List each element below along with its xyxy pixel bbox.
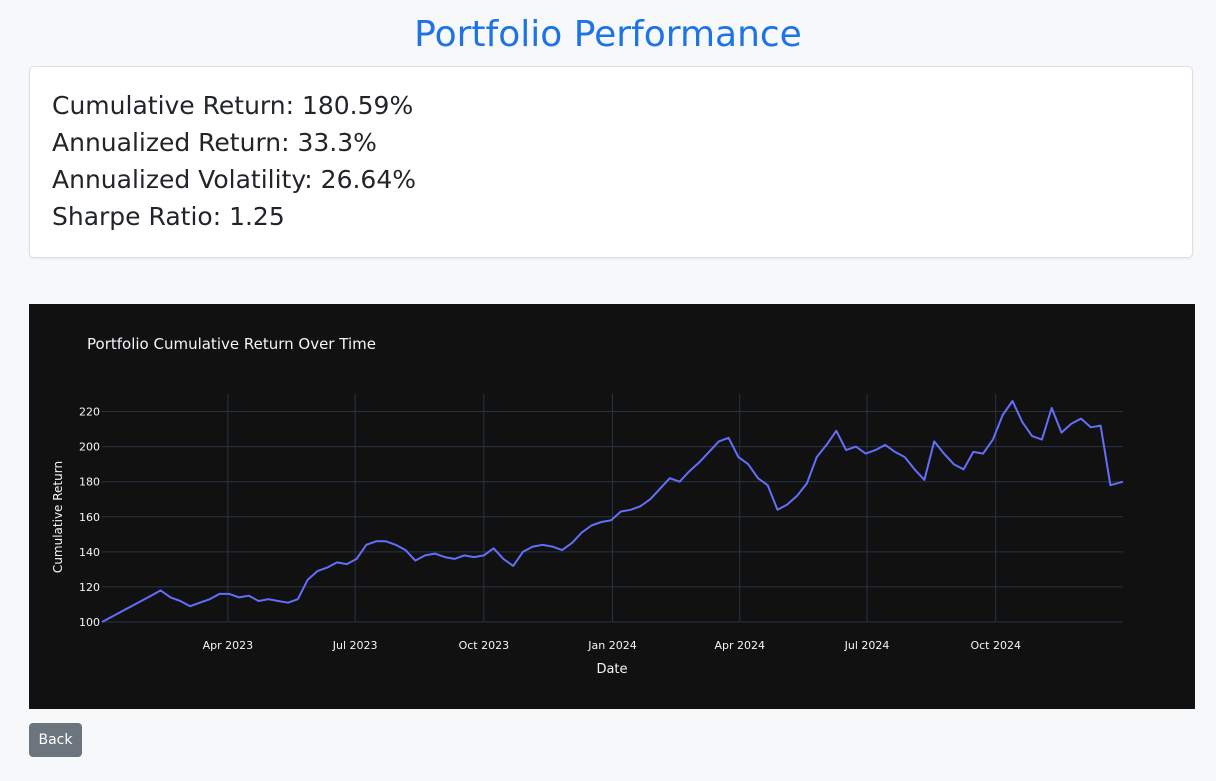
series-line[interactable] [101,400,1124,623]
x-tick-label: Apr 2023 [203,639,254,652]
x-tick-label: Oct 2024 [970,639,1021,652]
stats-card: Cumulative Return: 180.59% Annualized Re… [29,66,1193,258]
y-tick-label: 100 [79,616,100,629]
stat-cumulative-return: Cumulative Return: 180.59% [52,91,414,120]
chart-title: Portfolio Cumulative Return Over Time [87,335,376,353]
cumulative-return-chart[interactable]: 100 120 140 160 180 200 220 Apr 2023 Jul 2023 Oct… [29,304,1195,709]
y-tick-label: 120 [79,581,100,594]
stat-annualized-volatility: Annualized Volatility: 26.64% [52,165,417,194]
x-tick-label: Jul 2024 [844,639,890,652]
y-tick-label: 200 [79,441,100,454]
page-title: Portfolio Performance [414,14,802,55]
stat-sharpe-ratio: Sharpe Ratio: 1.25 [52,202,285,231]
y-axis-label: Cumulative Return [51,461,65,573]
y-tick-label: 220 [79,406,100,419]
x-axis-label: Date [596,662,627,677]
x-tick-label: Oct 2023 [459,639,510,652]
y-tick-label: 160 [79,511,100,524]
x-tick-label: Apr 2024 [715,639,766,652]
back-button[interactable]: Back [29,723,82,757]
y-tick-label: 180 [79,476,100,489]
chart-container[interactable]: 100 120 140 160 180 200 220 Apr 2023 Jul 2023 Oct… [29,304,1195,709]
x-tick-label: Jan 2024 [587,639,636,652]
y-tick-label: 140 [79,546,100,559]
stat-annualized-return: Annualized Return: 33.3% [52,128,377,157]
x-tick-label: Jul 2023 [332,639,378,652]
